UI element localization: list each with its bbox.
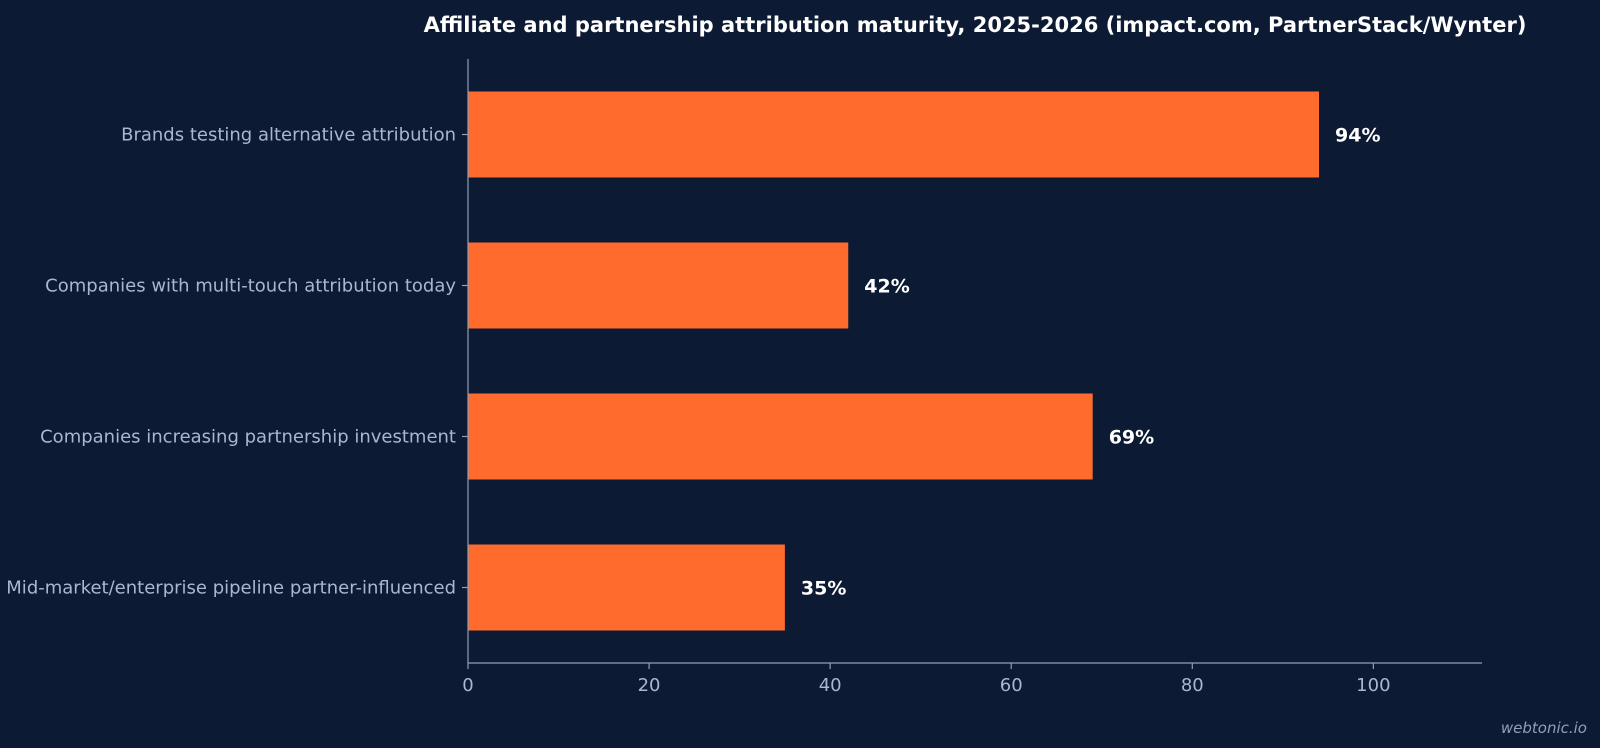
category-labels: Brands testing alternative attribution Co… [6, 125, 468, 599]
bar [468, 91, 1320, 178]
watermark-text: webtonic.io [1501, 719, 1587, 737]
x-tick-label: 20 [638, 675, 661, 696]
x-axis-ticks: 0 20 40 60 80 100 [462, 663, 1391, 696]
bar [468, 544, 785, 631]
value-label: 94% [1335, 125, 1380, 147]
category-label: Mid-market/enterprise pipeline partner-i… [6, 578, 456, 599]
x-tick-label: 60 [1000, 675, 1023, 696]
value-label: 35% [801, 578, 846, 600]
x-tick-label: 0 [462, 675, 473, 696]
chart-title: Affiliate and partnership attribution ma… [424, 13, 1527, 37]
category-label: Companies with multi-touch attribution t… [45, 276, 456, 297]
bar [468, 242, 849, 329]
bar [468, 393, 1093, 480]
bars-layer [468, 91, 1320, 631]
x-tick-label: 100 [1356, 675, 1390, 696]
value-labels: 94% 42% 69% 35% [801, 125, 1381, 600]
value-label: 42% [864, 276, 909, 298]
x-tick-label: 40 [819, 675, 842, 696]
category-label: Companies increasing partnership investm… [40, 427, 456, 448]
category-label: Brands testing alternative attribution [121, 125, 456, 146]
x-tick-label: 80 [1181, 675, 1204, 696]
value-label: 69% [1109, 427, 1154, 449]
